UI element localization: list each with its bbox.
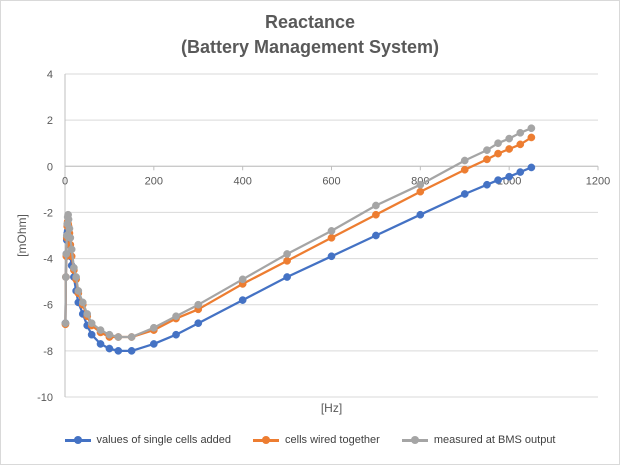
data-point-series-3 [149,323,158,332]
data-point-series-3 [66,233,75,242]
data-point-series-3 [67,245,76,254]
data-point-series-3 [65,224,74,233]
data-point-series-3 [62,250,71,258]
data-point-series-3 [96,326,105,334]
data-point-series-2 [460,165,469,174]
data-point-series-1 [194,319,203,328]
data-point-series-2 [372,210,380,219]
data-point-series-2 [283,257,291,265]
data-point-series-2 [505,145,514,153]
data-point-series-3 [61,319,70,328]
data-point-series-3 [62,273,70,281]
data-point-series-3 [327,227,336,235]
data-point-series-1 [238,296,247,304]
data-point-series-3 [78,298,87,307]
data-point-series-1 [105,344,114,353]
data-point-series-3 [83,310,92,318]
data-point-series-1 [505,172,514,181]
data-point-series-1 [87,330,96,339]
data-point-series-1 [416,210,425,219]
data-point-series-3 [127,333,136,341]
y-tick-label: -10 [37,392,53,404]
x-tick-label: 200 [145,175,163,187]
y-tick-label: -4 [43,254,53,266]
data-point-series-1 [372,231,380,240]
x-tick-label: 1200 [586,175,610,187]
data-point-series-1 [149,340,158,348]
y-tick-label: 2 [47,115,53,127]
data-point-series-3 [494,139,502,148]
legend-label: values of single cells added [96,434,232,446]
x-tick-label: 0 [62,175,68,187]
data-point-series-3 [372,201,380,210]
legend-label: measured at BMS output [433,434,556,446]
data-point-series-1 [527,163,536,172]
x-tick-label: 600 [322,175,340,187]
y-axis-title: [mOhm] [15,214,29,257]
chart-subtitle: (Battery Management System) [180,37,440,57]
legend-item-1: values of single cells added [64,434,232,446]
data-point-series-3 [527,124,536,133]
y-tick-label: 4 [47,69,53,81]
data-point-series-3 [70,263,78,272]
data-point-series-3 [114,333,123,341]
legend-swatch [64,435,91,445]
legend-label: cells wired together [285,434,380,446]
data-point-series-2 [327,233,336,242]
data-point-series-3 [105,330,114,339]
y-tick-label: 0 [47,161,53,173]
data-point-series-1 [114,347,123,355]
data-point-series-3 [72,273,80,281]
data-point-series-2 [494,149,502,158]
data-point-series-2 [483,155,491,164]
y-tick-label: -6 [43,300,53,312]
data-point-series-1 [283,273,291,281]
y-tick-label: -8 [43,346,53,358]
legend-item-3: measured at BMS output [401,434,556,446]
data-point-series-1 [494,176,502,184]
data-point-series-1 [327,252,336,261]
data-point-series-3 [416,180,425,189]
data-point-series-3 [483,146,491,154]
legend-swatch [253,435,280,445]
data-point-series-1 [460,190,469,198]
data-point-series-1 [127,347,136,355]
legend-swatch [401,435,428,445]
data-point-series-3 [516,128,525,137]
data-point-series-1 [516,168,525,176]
data-point-series-2 [527,133,536,142]
legend: values of single cells added cells wired … [0,434,620,446]
chart-title: Reactance [264,12,356,32]
data-point-series-3 [283,250,291,258]
x-tick-label: 400 [233,175,251,187]
data-point-series-3 [194,300,203,309]
data-point-series-1 [172,330,180,339]
data-point-series-3 [460,156,469,165]
data-point-series-3 [64,215,73,224]
x-axis-title: [Hz] [321,401,342,415]
y-tick-label: -2 [43,207,53,219]
data-point-series-1 [483,180,491,189]
data-point-series-3 [505,134,514,143]
data-point-series-3 [172,312,180,321]
series-line-2 [64,136,533,339]
data-point-series-2 [416,187,425,196]
legend-item-2: cells wired together [253,434,380,446]
data-point-series-2 [516,140,525,149]
data-point-series-3 [74,287,83,295]
data-point-series-1 [96,340,105,348]
data-point-series-3 [238,275,247,284]
data-point-series-3 [87,319,96,328]
